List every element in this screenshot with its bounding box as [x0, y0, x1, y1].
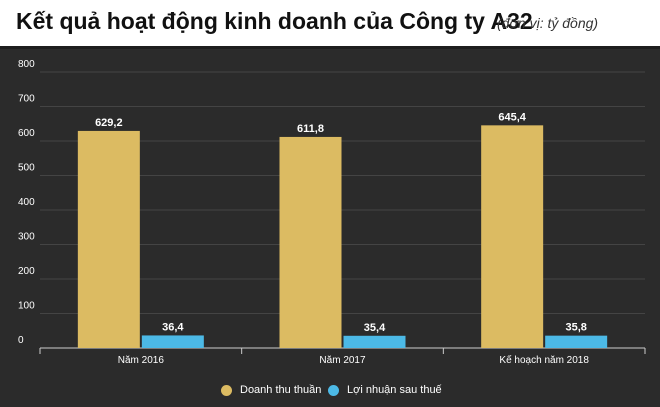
legend-item-profit: Lợi nhuận sau thuế: [328, 380, 442, 400]
bar-profit: [141, 335, 204, 348]
legend-label-revenue: Doanh thu thuần: [240, 384, 322, 396]
chart-title: Kết quả hoạt động kinh doanh của Công ty…: [16, 8, 533, 34]
data-label-revenue: 629,2: [95, 117, 123, 129]
y-tick-label: 300: [18, 232, 35, 243]
x-tick-label: Năm 2017: [319, 355, 366, 366]
header-divider: [0, 46, 660, 49]
data-label-profit: 36,4: [162, 321, 184, 333]
data-label-profit: 35,4: [364, 322, 386, 334]
bar-profit: [343, 335, 406, 348]
legend-label-profit: Lợi nhuận sau thuế: [347, 384, 442, 396]
legend-swatch-revenue: [221, 384, 232, 396]
y-tick-label: 0: [18, 335, 24, 346]
y-tick-label: 400: [18, 197, 35, 208]
y-tick-label: 100: [18, 301, 35, 312]
bar-profit: [545, 335, 608, 348]
data-label-revenue: 645,4: [498, 111, 526, 123]
unit-note: (đơn vị: tỷ đồng): [497, 15, 599, 31]
bar-revenue: [77, 130, 140, 348]
legend-item-revenue: Doanh thu thuần: [221, 380, 321, 400]
y-tick-label: 500: [18, 163, 35, 174]
y-tick-label: 200: [18, 266, 35, 277]
chart-legend: Doanh thu thuần Lợi nhuận sau thuế: [0, 380, 660, 400]
x-tick-label: Năm 2016: [118, 355, 165, 366]
chart-header: Kết quả hoạt động kinh doanh của Công ty…: [0, 0, 660, 46]
bar-revenue: [279, 136, 342, 348]
legend-swatch-profit: [328, 384, 339, 396]
y-tick-label: 600: [18, 128, 35, 139]
x-tick-label: Kế hoạch năm 2018: [499, 354, 589, 366]
bar-revenue: [481, 125, 544, 348]
data-label-revenue: 611,8: [297, 123, 324, 135]
y-tick-label: 700: [18, 94, 35, 105]
data-label-profit: 35,8: [565, 322, 586, 334]
bar-chart: 0 100 200 300 400 500 600 700 800 629,2 36,4 Năm 20…: [18, 59, 646, 366]
y-tick-label: 800: [18, 59, 35, 70]
